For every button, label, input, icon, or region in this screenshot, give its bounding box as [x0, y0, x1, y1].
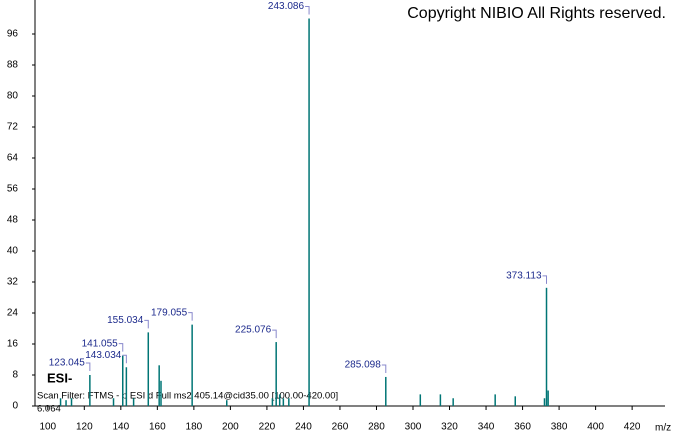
y-tick-label: 0	[12, 401, 18, 412]
x-tick-label: 300	[405, 422, 422, 433]
label-bracket	[305, 6, 310, 15]
label-bracket	[381, 364, 387, 373]
label-bracket	[122, 354, 127, 364]
label-bracket	[118, 343, 124, 352]
y-tick-label: 40	[7, 246, 19, 257]
peak-label: 123.045	[49, 358, 86, 369]
peak-label: 243.086	[268, 1, 305, 12]
y-tick-label: 32	[7, 277, 19, 288]
x-tick-label: 420	[624, 422, 641, 433]
peak-label: 179.055	[151, 307, 188, 318]
y-tick-label: 56	[7, 184, 19, 195]
x-tick-label: 400	[587, 422, 604, 433]
y-tick-label: 80	[7, 91, 19, 102]
x-tick-label: 320	[441, 422, 458, 433]
y-tick-label: 8	[12, 370, 18, 381]
peak-label: 141.055	[82, 338, 119, 349]
peak-label: 373.113	[506, 270, 542, 281]
y-tick-label: 24	[7, 308, 19, 319]
y-tick-label: 88	[7, 60, 19, 71]
x-tick-label: 120	[76, 422, 93, 433]
y-tick-label: 72	[7, 122, 19, 133]
x-tick-label: 280	[368, 422, 385, 433]
label-bracket	[272, 329, 277, 339]
peak-label: 285.098	[345, 360, 382, 371]
peak-label: 143.034	[85, 350, 122, 361]
copyright: Copyright NIBIO All Rights reserved.	[407, 5, 666, 22]
x-tick-label: 160	[149, 422, 166, 433]
x-tick-label: 240	[295, 422, 312, 433]
x-tick-label: 340	[478, 422, 495, 433]
label-bracket	[542, 275, 548, 284]
x-axis-label: m/z	[655, 423, 671, 434]
x-tick-label: 100	[39, 422, 56, 433]
x-tick-label: 380	[551, 422, 568, 433]
scan-filter: Scan Filter: FTMS - p ESI d Full ms2 405…	[37, 391, 338, 402]
ionization-mode: ESI-	[47, 370, 72, 385]
x-tick-label: 260	[332, 422, 349, 433]
peak-label: 225.076	[235, 325, 272, 336]
x-tick-label: 360	[514, 422, 531, 433]
label-bracket	[85, 362, 91, 371]
retention-time: 6.064	[37, 404, 61, 415]
x-tick-label: 200	[222, 422, 239, 433]
label-bracket	[188, 312, 193, 321]
x-tick-label: 220	[259, 422, 276, 433]
y-tick-label: 96	[7, 29, 19, 40]
x-tick-label: 180	[186, 422, 203, 433]
y-tick-label: 16	[7, 339, 19, 350]
y-tick-label: 48	[7, 215, 19, 226]
label-bracket	[144, 319, 149, 329]
x-tick-label: 140	[112, 422, 129, 433]
peak-label: 155.034	[107, 315, 144, 326]
y-tick-label: 64	[7, 153, 19, 164]
